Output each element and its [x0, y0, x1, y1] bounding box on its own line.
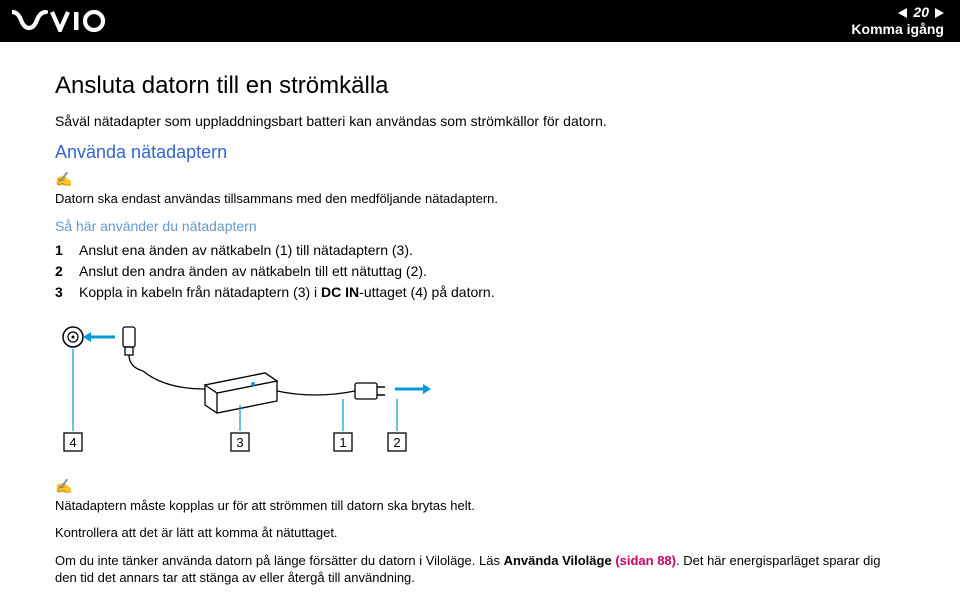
prev-page-arrow-icon[interactable] [898, 8, 907, 18]
note-icon: ✍ [55, 171, 72, 188]
note-4-b: Använda Viloläge (sidan 88) [504, 553, 676, 568]
note-1: Datorn ska endast användas tillsammans m… [55, 190, 905, 208]
note-4: Om du inte tänker använda datorn på läng… [55, 552, 905, 587]
note-2: Nätadaptern måste kopplas ur för att str… [55, 497, 905, 515]
svg-text:4: 4 [69, 435, 76, 450]
step-3: Koppla in kabeln från nätadaptern (3) i … [55, 282, 905, 303]
page-header: 20 Komma igång [0, 0, 960, 42]
step-1: Anslut ena änden av nätkabeln (1) till n… [55, 240, 905, 261]
step-2: Anslut den andra änden av nätkabeln till… [55, 261, 905, 282]
vaio-logo [12, 10, 122, 32]
note-4-a: Om du inte tänker använda datorn på läng… [55, 553, 504, 568]
section-label: Komma igång [851, 21, 944, 38]
subsection-title: Använda nätadaptern [55, 142, 905, 163]
adapter-diagram: 4 3 1 2 [55, 319, 905, 464]
page-content: Ansluta datorn till en strömkälla Såväl … [0, 42, 960, 607]
next-page-arrow-icon[interactable] [935, 8, 944, 18]
svg-text:1: 1 [339, 435, 346, 450]
step-3-a: Koppla in kabeln från nätadaptern (3) i [79, 284, 321, 300]
page-number: 20 [913, 4, 929, 21]
intro-text: Såväl nätadapter som uppladdningsbart ba… [55, 112, 905, 130]
steps-list: Anslut ena änden av nätkabeln (1) till n… [55, 240, 905, 303]
page-title: Ansluta datorn till en strömkälla [55, 72, 905, 100]
step-3-c: -uttaget (4) på datorn. [359, 284, 494, 300]
note-3: Kontrollera att det är lätt att komma åt… [55, 524, 905, 542]
svg-text:2: 2 [393, 435, 400, 450]
procedure-title: Så här använder du nätadaptern [55, 218, 905, 234]
header-right: 20 Komma igång [851, 4, 944, 38]
note-icon: ✍ [55, 478, 72, 495]
page-nav: 20 [851, 4, 944, 21]
svg-text:3: 3 [236, 435, 243, 450]
step-3-b: DC IN [321, 284, 359, 300]
